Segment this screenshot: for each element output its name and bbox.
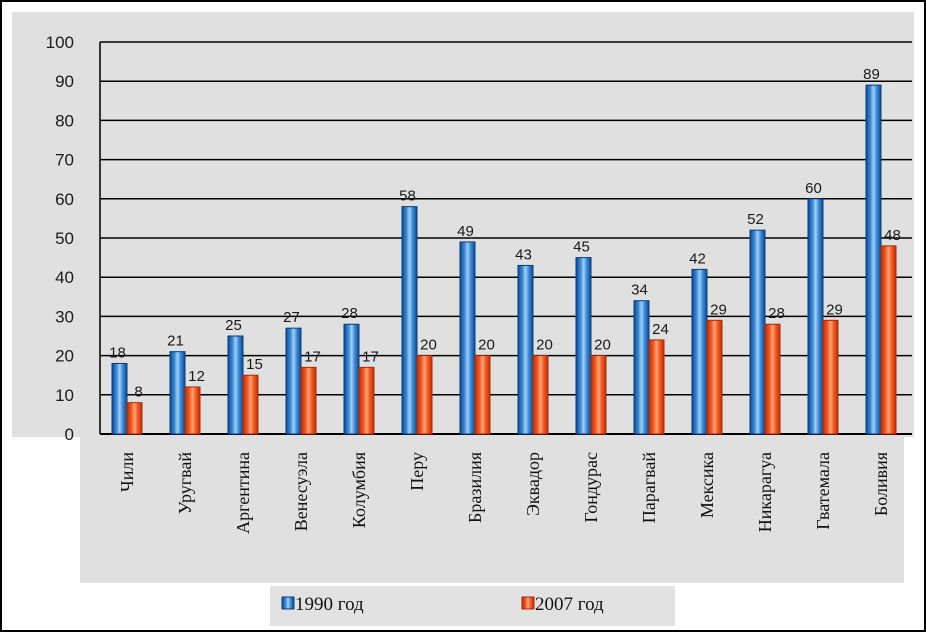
bar-1990 (169, 351, 186, 435)
legend-swatch-2007 (521, 596, 535, 610)
data-label: 20 (536, 337, 553, 354)
y-tick-label: 20 (55, 347, 74, 366)
y-tick-label: 70 (55, 151, 74, 170)
legend: 1990 год 2007 год (281, 594, 604, 615)
data-label: 34 (631, 282, 648, 299)
data-label: 28 (768, 305, 785, 322)
bar-2007 (184, 386, 201, 435)
bar-1990 (633, 300, 650, 435)
y-tick-label: 90 (55, 72, 74, 91)
data-label: 45 (573, 239, 590, 256)
data-label: 8 (134, 384, 142, 401)
category-label: Колумбия (349, 452, 369, 528)
category-label: Венесуэла (291, 452, 311, 531)
bars-layer (111, 84, 897, 435)
category-label: Бразилия (465, 452, 485, 523)
bar-2007 (474, 355, 491, 435)
data-label: 15 (246, 356, 263, 373)
data-label: 89 (863, 66, 880, 83)
category-label: Гватемала (813, 452, 833, 530)
data-label: 42 (689, 250, 706, 267)
bar-1990 (459, 241, 476, 435)
bar-2007 (126, 402, 143, 435)
category-band-background (80, 437, 904, 583)
bar-2007 (822, 319, 839, 435)
y-tick-label: 40 (55, 268, 74, 287)
bar-1990 (807, 198, 824, 435)
bar-1990 (517, 264, 534, 435)
bar-1990 (227, 335, 244, 435)
bar-1990 (575, 257, 592, 435)
data-label: 49 (457, 223, 474, 240)
y-tick-label: 0 (65, 425, 74, 444)
bar-2007 (880, 245, 897, 435)
data-label: 12 (188, 368, 205, 385)
category-label: Никарагуа (755, 452, 775, 532)
bar-1990 (749, 229, 766, 435)
category-label: Мексика (697, 452, 717, 518)
category-label: Аргентина (233, 452, 253, 534)
data-label: 48 (884, 227, 901, 244)
y-tick-label: 80 (55, 111, 74, 130)
bar-2007 (706, 319, 723, 435)
data-label: 27 (283, 309, 300, 326)
data-label: 58 (399, 188, 416, 205)
y-tick-label: 100 (46, 33, 74, 52)
category-label: Перу (407, 452, 427, 491)
bar-2007 (764, 323, 781, 435)
data-label: 21 (167, 333, 184, 350)
data-label: 60 (805, 180, 822, 197)
data-label: 20 (478, 337, 495, 354)
data-label: 17 (362, 348, 379, 365)
bar-1990 (285, 327, 302, 435)
data-label: 43 (515, 246, 532, 263)
bar-2007 (532, 355, 549, 435)
bar-2007 (242, 374, 259, 435)
data-label: 24 (652, 321, 669, 338)
y-tick-label: 10 (55, 386, 74, 405)
y-tick-label: 50 (55, 229, 74, 248)
labels-layer: 0 10 20 30 40 50 60 70 80 90 100 18 21 25 27 28 58 49 43 45… (46, 33, 901, 534)
legend-label: 2007 год (535, 594, 604, 615)
bar-1990 (111, 362, 128, 435)
category-label: Чили (117, 452, 137, 492)
data-label: 17 (304, 348, 321, 365)
data-label: 28 (341, 305, 358, 322)
bar-1990 (343, 323, 360, 435)
legend-band-background (270, 586, 675, 626)
data-label: 25 (225, 317, 242, 334)
bar-1990 (691, 268, 708, 435)
category-label: Парагвай (639, 452, 659, 524)
legend-label: 1990 год (295, 594, 364, 615)
y-tick-label: 60 (55, 190, 74, 209)
data-label: 20 (420, 337, 437, 354)
category-label: Уругвай (175, 452, 195, 515)
bar-2007 (358, 366, 375, 435)
data-label: 29 (710, 301, 727, 318)
y-tick-label: 30 (55, 307, 74, 326)
bar-1990 (401, 206, 418, 435)
bar-1990 (865, 84, 882, 435)
bar-2007 (300, 366, 317, 435)
bar-2007 (648, 339, 665, 435)
bar-2007 (590, 355, 607, 435)
legend-swatch-1990 (281, 596, 295, 610)
bar-2007 (416, 355, 433, 435)
data-label: 18 (109, 344, 126, 361)
data-label: 20 (594, 337, 611, 354)
data-label: 52 (747, 211, 764, 228)
category-label: Боливия (871, 452, 891, 516)
category-label: Эквадор (523, 452, 543, 516)
data-label: 29 (826, 301, 843, 318)
category-label: Гондурас (581, 452, 601, 523)
